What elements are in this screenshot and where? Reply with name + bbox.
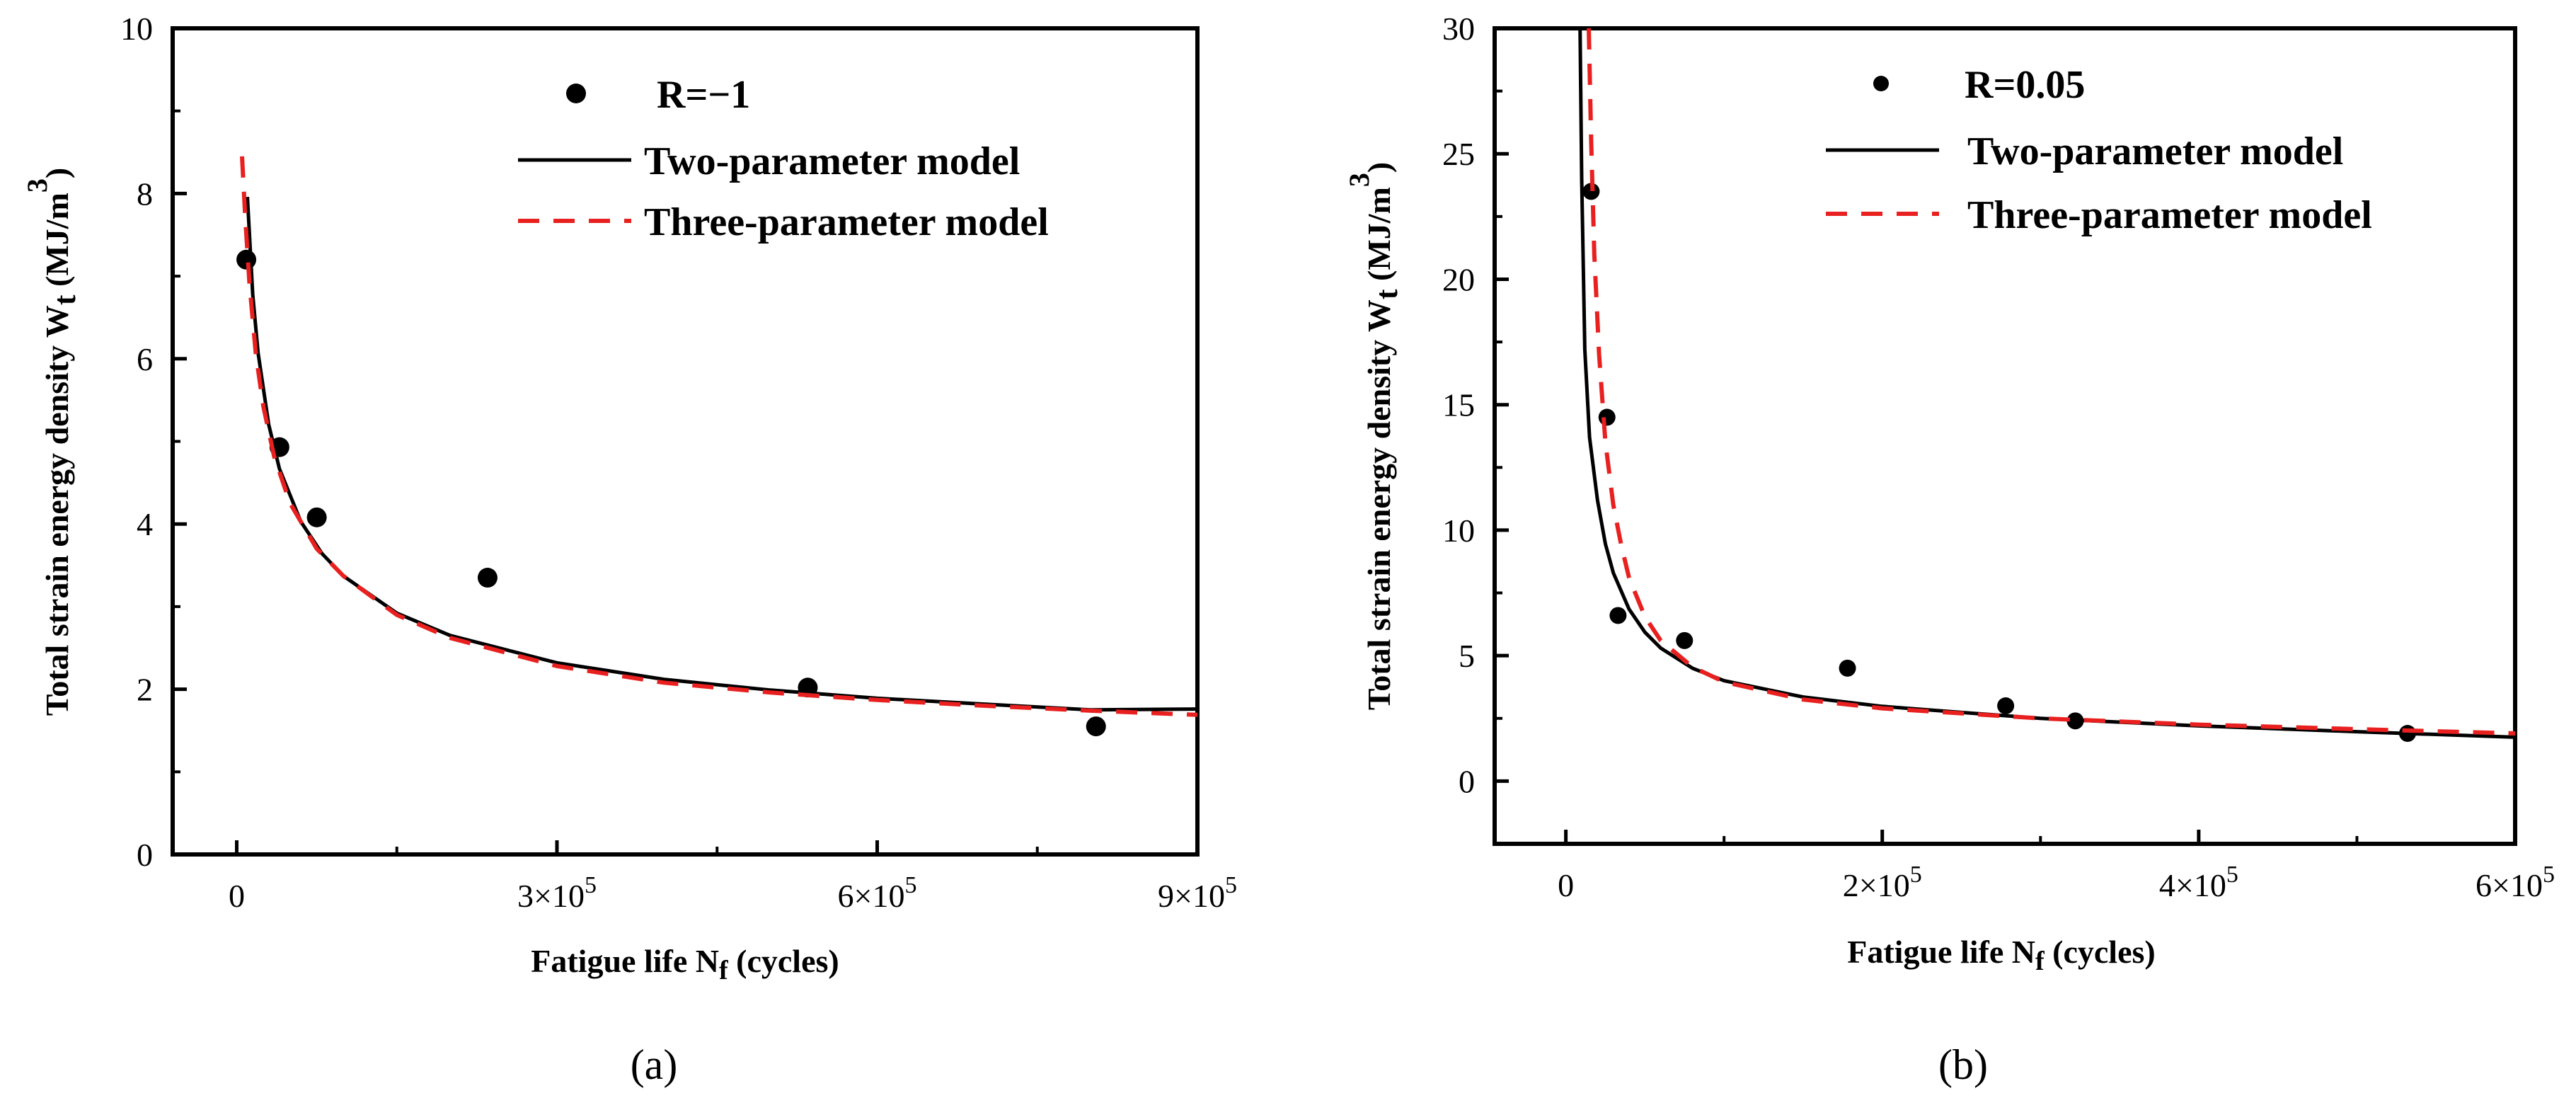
legend-marker-points [1873,76,1889,91]
legend-label-three-param: Three-parameter model [644,200,1049,244]
x-axis-label: Fatigue life Nf (cycles) [531,943,839,985]
y-tick-label: 5 [1459,638,1475,674]
x-tick-label: 6×105 [2476,862,2555,903]
x-tick-label: 4×105 [2159,862,2238,903]
data-point [1086,716,1106,737]
legend-label-points: R=−1 [657,73,750,117]
x-tick-label: 3×105 [517,872,597,914]
x-tick-label: 6×105 [838,872,917,914]
x-axis: 0 2×105 4×105 6×105 [1558,830,2555,903]
legend: R=0.05 Two-parameter model Three-paramet… [1826,63,2372,237]
legend-label-two-param: Two-parameter model [644,139,1020,183]
legend-marker-points [566,84,586,103]
x-tick-label: 0 [229,878,245,914]
y-tick-label: 20 [1442,261,1475,297]
data-point [306,507,327,527]
y-axis: 0 5 10 15 20 25 30 [1442,11,1509,799]
legend-label-points: R=0.05 [1965,63,2085,107]
x-tick-label: 9×105 [1158,872,1237,914]
y-axis-label: Total strain energy density Wt (MJ/m3) [1343,162,1404,710]
legend: R=−1 Two-parameter model Three-parameter… [518,73,1049,244]
y-tick-label: 6 [137,341,153,377]
plot-area [1578,28,2515,743]
chart-a: 0 3×105 6×105 9×105 0 2 4 6 8 10 Fatigue life Nf… [21,11,1237,1088]
y-tick-label: 30 [1442,11,1475,47]
data-point [1839,659,1856,677]
y-tick-label: 2 [137,672,153,708]
y-axis-label: Total strain energy density Wt (MJ/m3) [21,168,82,716]
y-tick-label: 0 [137,837,153,873]
y-tick-label: 10 [1442,513,1475,549]
plot-frame [1493,26,2517,846]
x-axis-label: Fatigue life Nf (cycles) [1847,934,2155,976]
data-point [477,568,498,588]
data-point [1676,631,1694,649]
y-tick-label: 8 [137,176,153,212]
three-parameter-curve [1587,28,2515,736]
x-tick-label: 2×105 [1843,862,1922,903]
three-parameter-curve [240,156,1197,717]
legend-label-three-param: Three-parameter model [1967,193,2372,237]
y-tick-label: 0 [1459,763,1475,799]
y-tick-label: 10 [120,11,153,47]
x-axis: 0 3×105 6×105 9×105 [229,840,1237,914]
panel-label: (a) [631,1041,678,1088]
plot-area [236,156,1197,737]
two-parameter-curve [246,196,1197,712]
data-point [1598,408,1616,426]
x-tick-label: 0 [1558,867,1574,903]
y-tick-label: 4 [137,506,153,542]
data-point [1582,183,1600,200]
data-point [1609,607,1627,624]
panel-label: (b) [1938,1041,1988,1088]
y-tick-label: 15 [1442,387,1475,423]
y-tick-label: 25 [1442,136,1475,172]
chart-b: 0 2×105 4×105 6×105 0 5 10 15 20 25 30 Fatigue li… [1343,11,2555,1088]
legend-label-two-param: Two-parameter model [1967,130,2343,173]
y-axis: 0 2 4 6 8 10 [120,11,187,873]
data-point [1997,697,2015,715]
